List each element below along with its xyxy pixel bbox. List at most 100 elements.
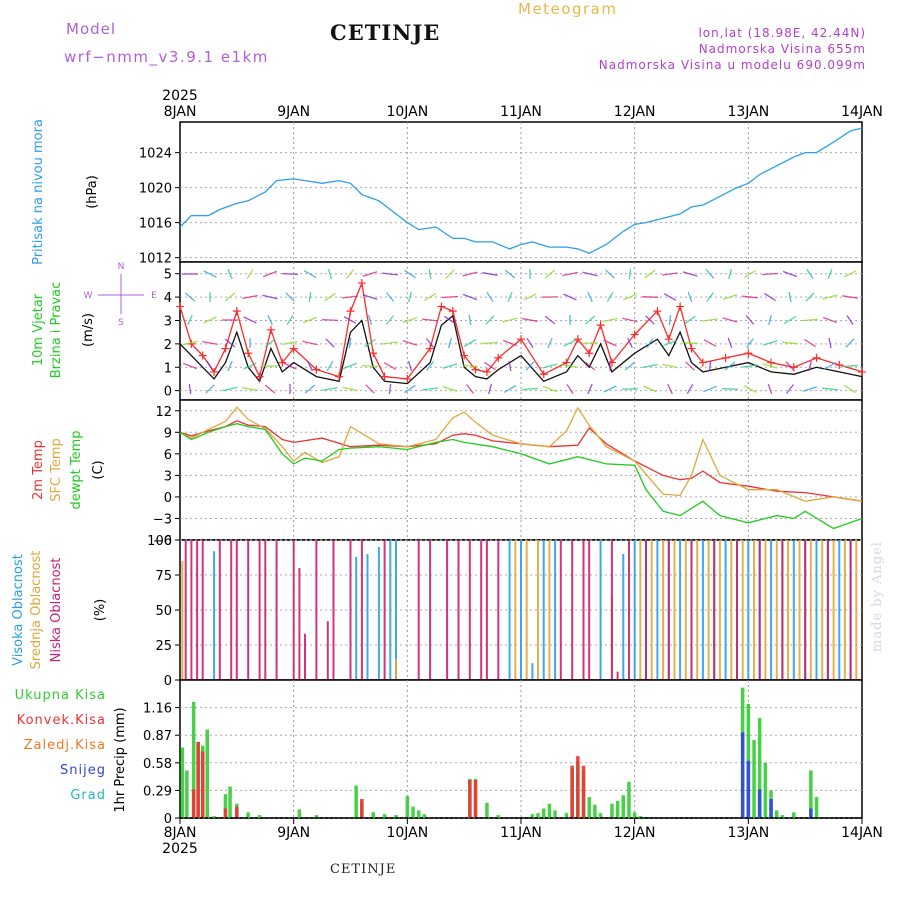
wind-arrow xyxy=(622,317,638,323)
clouds-bar xyxy=(821,540,824,680)
precip-bar xyxy=(564,813,569,818)
wind-arrow xyxy=(343,316,357,324)
precip-bar xyxy=(314,815,319,818)
wind-arrow xyxy=(542,363,558,369)
clouds-bar xyxy=(696,540,699,680)
wind-arrow xyxy=(321,318,339,322)
wind-arrow xyxy=(547,337,553,349)
gust-marker xyxy=(232,307,241,316)
precip-bar xyxy=(769,799,773,818)
gust-marker xyxy=(744,349,753,358)
wind-arrow xyxy=(624,361,636,371)
gust-marker xyxy=(312,365,321,374)
clouds-bar xyxy=(804,540,807,680)
wind-arrow xyxy=(364,338,376,348)
top-date-label: 12JAN xyxy=(614,104,656,120)
wind-arrow xyxy=(205,384,215,394)
precip-bar xyxy=(757,789,762,818)
top-date-label: 8JAN xyxy=(164,104,197,120)
wind-arrow xyxy=(646,337,654,349)
clouds-bar xyxy=(355,556,358,680)
wind-arrow xyxy=(487,383,493,395)
meteogram-title: Meteogram xyxy=(518,0,618,18)
wind-arrow xyxy=(805,292,815,302)
wind-arrow xyxy=(486,292,494,302)
wind-arrow xyxy=(342,362,358,370)
wind-arrow xyxy=(844,384,856,394)
clouds-bar xyxy=(213,551,216,680)
wind-arrow xyxy=(382,272,398,276)
wind-arrow xyxy=(603,339,617,347)
elevation-text: Nadmorska Visina 655m xyxy=(698,42,866,56)
wind-arrow xyxy=(243,316,257,324)
gust-marker xyxy=(380,372,389,381)
wind-arrow xyxy=(442,363,458,369)
pressure-axis-title: Pritisak na nivou mora xyxy=(31,119,46,265)
wind-arrow xyxy=(587,383,593,395)
wind-arrow xyxy=(402,317,418,323)
wind-arrow xyxy=(262,294,278,300)
top-year-label: 2025 xyxy=(162,88,198,104)
gust-marker xyxy=(176,302,184,311)
y-tick-label: 0 xyxy=(164,491,172,506)
clouds-bar xyxy=(264,540,267,680)
y-tick-label: 25 xyxy=(155,639,172,654)
clouds-bar xyxy=(457,540,460,680)
cloud-high-axis-title: Visoka Oblacnost xyxy=(11,554,26,666)
wind-arrow xyxy=(842,295,858,299)
wind-arrow xyxy=(302,340,318,346)
wind-arrow xyxy=(425,338,435,348)
gust-marker xyxy=(858,367,866,376)
precip-bar xyxy=(814,797,819,818)
bottom-date-label: 8JAN xyxy=(164,825,197,841)
clouds-bar xyxy=(809,540,812,680)
gust-marker xyxy=(198,351,207,360)
clouds-bar xyxy=(753,540,755,680)
wind-arrow xyxy=(367,314,373,326)
clouds-bar xyxy=(537,540,539,680)
wind-arrow xyxy=(806,269,814,279)
wind-arrow xyxy=(764,292,776,302)
clouds-bar xyxy=(628,540,630,680)
wind-panel: 0 1 2 3 4 5 xyxy=(164,261,866,401)
gust-marker xyxy=(357,279,366,288)
wind-arrow xyxy=(702,318,718,322)
y-tick-label: 1012 xyxy=(139,252,172,267)
precip-bar xyxy=(757,718,762,818)
wind-arrow xyxy=(743,269,757,279)
wind-arrow xyxy=(224,338,236,348)
precip-axis-title: 1hr Precip (mm) xyxy=(113,707,128,812)
wind-arrow xyxy=(182,362,198,370)
footer-station: CETINJE xyxy=(330,862,397,877)
wind-arrow xyxy=(722,317,738,323)
clouds-bar xyxy=(508,540,511,680)
wind-arrow xyxy=(383,362,397,370)
clouds-bar xyxy=(275,540,278,680)
clouds-bar xyxy=(480,540,483,680)
clouds-bar xyxy=(713,540,716,680)
wind-arrow xyxy=(662,272,678,276)
y-tick-label: 0 xyxy=(164,385,172,400)
wind-arrow xyxy=(525,361,535,371)
wind-arrow xyxy=(465,384,475,394)
wind-arrow xyxy=(504,269,516,279)
gust-marker xyxy=(244,349,253,358)
pressure-unit: (hPa) xyxy=(85,175,100,209)
wind-arrow xyxy=(382,341,398,345)
clouds-bar xyxy=(332,540,335,680)
wind-arrow xyxy=(264,384,276,394)
precip-bar xyxy=(228,786,232,818)
wind-arrow xyxy=(262,270,278,278)
clouds-bar xyxy=(571,540,574,680)
clouds-bar xyxy=(377,547,380,680)
precip-bar xyxy=(205,729,209,818)
clouds-bar xyxy=(531,663,534,680)
wind-arrow xyxy=(267,314,273,326)
clouds-bar xyxy=(315,540,318,680)
clouds-bar xyxy=(196,540,199,680)
precip-bar xyxy=(576,756,580,818)
clouds-bar xyxy=(656,540,659,680)
clouds-bar xyxy=(360,540,363,680)
clouds-bar xyxy=(667,540,670,680)
sfc-temp-line xyxy=(179,406,863,502)
